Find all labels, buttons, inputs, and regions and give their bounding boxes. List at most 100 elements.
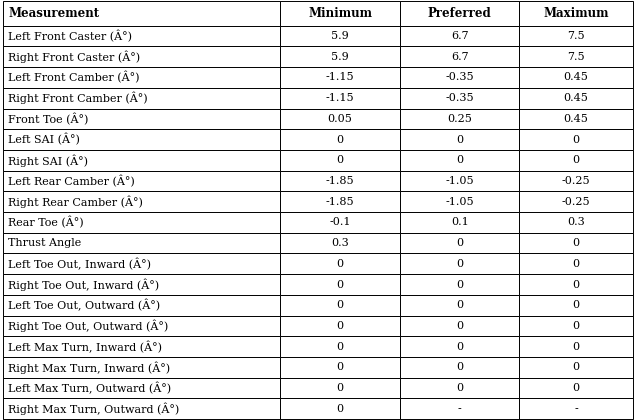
Text: Front Toe (Â°): Front Toe (Â°) [8,113,88,125]
Text: -1.05: -1.05 [445,176,474,186]
Bar [280,1,400,26]
Text: Left Toe Out, Outward (Â°): Left Toe Out, Outward (Â°) [8,299,160,311]
Text: 0: 0 [456,300,463,310]
Bar [280,46,400,67]
Text: -0.25: -0.25 [562,176,590,186]
Text: 0.45: 0.45 [563,73,588,82]
Bar [3,295,280,315]
Bar [400,254,520,274]
Text: 0: 0 [456,155,463,165]
Bar [400,295,520,315]
Text: 0: 0 [336,321,343,331]
Text: Measurement: Measurement [8,7,99,20]
Text: 0: 0 [336,155,343,165]
Text: Right Max Turn, Outward (Â°): Right Max Turn, Outward (Â°) [8,402,179,415]
Bar [520,254,633,274]
Text: 0: 0 [572,342,580,352]
Text: -: - [458,404,462,414]
Text: Left Max Turn, Inward (Â°): Left Max Turn, Inward (Â°) [8,341,162,353]
Text: 0: 0 [336,362,343,373]
Text: Right Front Caster (Â°): Right Front Caster (Â°) [8,50,141,63]
Bar [400,108,520,129]
Text: Right SAI (Â°): Right SAI (Â°) [8,154,88,167]
Bar [400,129,520,150]
Text: Left SAI (Â°): Left SAI (Â°) [8,134,80,146]
Bar [400,88,520,108]
Text: 0.45: 0.45 [563,93,588,103]
Text: 0.3: 0.3 [331,238,349,248]
Bar [400,233,520,254]
Bar [400,357,520,378]
Text: 0: 0 [572,155,580,165]
Bar [280,254,400,274]
Text: -: - [574,404,578,414]
Text: 0: 0 [456,321,463,331]
Text: 0: 0 [456,134,463,144]
Text: 0: 0 [572,383,580,393]
Bar [400,1,520,26]
Text: Right Max Turn, Inward (Â°): Right Max Turn, Inward (Â°) [8,361,170,374]
Text: 0: 0 [336,404,343,414]
Text: Left Front Caster (Â°): Left Front Caster (Â°) [8,30,132,42]
Bar [520,26,633,46]
Bar [280,274,400,295]
Text: 5.9: 5.9 [331,52,349,62]
Text: 0.45: 0.45 [563,114,588,124]
Text: Right Toe Out, Outward (Â°): Right Toe Out, Outward (Â°) [8,320,169,332]
Text: 0: 0 [456,280,463,289]
Text: 0.25: 0.25 [447,114,472,124]
Bar [3,171,280,192]
Text: 0: 0 [572,238,580,248]
Bar [3,357,280,378]
Bar [400,171,520,192]
Bar [3,399,280,419]
Text: 0: 0 [456,342,463,352]
Text: -0.1: -0.1 [329,218,351,227]
Bar [520,357,633,378]
Text: 7.5: 7.5 [567,31,585,41]
Bar [280,171,400,192]
Bar [3,150,280,171]
Bar [3,88,280,108]
Bar [280,212,400,233]
Bar [3,378,280,399]
Bar [520,88,633,108]
Text: 0: 0 [336,300,343,310]
Text: 0: 0 [456,362,463,373]
Bar [520,150,633,171]
Text: 0: 0 [336,383,343,393]
Bar [3,212,280,233]
Text: 0: 0 [572,280,580,289]
Bar [3,274,280,295]
Text: 5.9: 5.9 [331,31,349,41]
Text: Left Rear Camber (Â°): Left Rear Camber (Â°) [8,175,135,187]
Text: Left Max Turn, Outward (Â°): Left Max Turn, Outward (Â°) [8,382,171,394]
Bar [520,171,633,192]
Text: Left Front Camber (Â°): Left Front Camber (Â°) [8,71,140,84]
Bar [520,212,633,233]
Text: 0.3: 0.3 [567,218,585,227]
Bar [280,88,400,108]
Bar [400,46,520,67]
Bar [280,233,400,254]
Text: Preferred: Preferred [428,7,492,20]
Text: Right Toe Out, Inward (Â°): Right Toe Out, Inward (Â°) [8,278,160,291]
Bar [280,150,400,171]
Bar [400,212,520,233]
Bar [400,26,520,46]
Bar [280,399,400,419]
Text: 0: 0 [336,259,343,269]
Bar [3,26,280,46]
Bar [280,129,400,150]
Bar [280,315,400,336]
Text: -1.05: -1.05 [445,197,474,207]
Bar [3,67,280,88]
Bar [280,26,400,46]
Bar [520,274,633,295]
Bar [400,399,520,419]
Text: -1.85: -1.85 [326,176,354,186]
Bar [400,336,520,357]
Bar [520,295,633,315]
Bar [520,67,633,88]
Text: 0: 0 [456,238,463,248]
